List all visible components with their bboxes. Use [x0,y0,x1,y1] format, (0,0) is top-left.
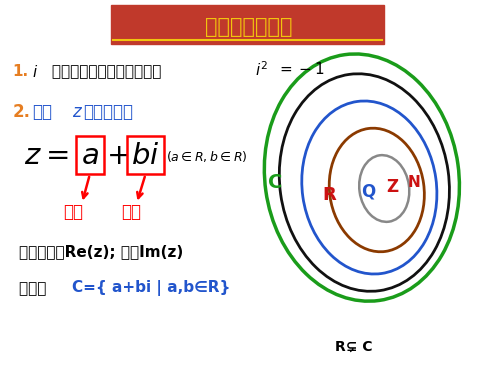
Text: 符号：实部Re(z); 虚部Im(z): 符号：实部Re(z); 虚部Im(z) [19,244,183,260]
Text: 实部: 实部 [64,203,84,221]
Text: N: N [408,175,420,190]
Text: C={ a+bi | a,b∈R}: C={ a+bi | a,b∈R} [72,280,231,296]
Text: 复数: 复数 [32,103,52,121]
Text: R⊊ C: R⊊ C [334,339,372,353]
Text: 复数集: 复数集 [19,281,57,296]
FancyBboxPatch shape [111,5,384,44]
Text: $z$: $z$ [72,103,83,121]
Text: 复习：复数概念: 复习：复数概念 [205,17,292,37]
FancyBboxPatch shape [76,136,104,174]
Text: $bi$: $bi$ [132,142,160,170]
Text: $i^{2}$: $i^{2}$ [255,60,268,79]
Text: $= -1$: $= -1$ [278,62,325,77]
Text: 虚数单位，参与实数运算，: 虚数单位，参与实数运算， [47,64,162,80]
Text: 1.: 1. [12,64,28,80]
Text: C: C [268,173,282,192]
FancyBboxPatch shape [127,136,164,174]
Text: 2.: 2. [12,103,30,121]
Text: $(a \in R, b \in R)$: $(a \in R, b \in R)$ [166,149,248,164]
Text: $i$: $i$ [32,64,38,80]
Text: $z =$: $z =$ [24,142,68,170]
Text: Z: Z [386,178,399,196]
Text: $a$: $a$ [81,142,99,170]
Text: Q: Q [360,183,375,201]
Text: 的代数情势: 的代数情势 [84,103,134,121]
Text: $+$: $+$ [106,142,129,170]
Text: R: R [322,186,336,204]
Text: 虚部: 虚部 [120,203,141,221]
